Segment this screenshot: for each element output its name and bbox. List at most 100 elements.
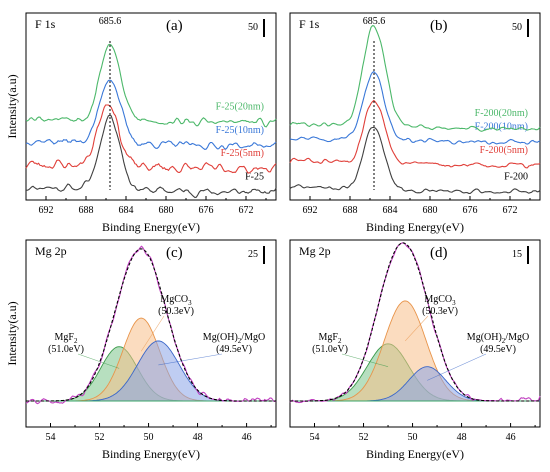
series-line-F-25(10nm) [25, 79, 277, 150]
x-tick-label: 48 [193, 432, 203, 443]
core-level-label: F 1s [299, 17, 320, 31]
component-label-sub: 2 [74, 337, 78, 345]
panel-label: (a) [166, 18, 183, 34]
panel-d: 54 52 50 48 46 Binding Energy(eV) Mg 2p (d) 15 Mg… [289, 239, 541, 461]
x-tick-label: 692 [39, 205, 54, 216]
x-axis-label: Binding Energy(eV) [102, 220, 200, 234]
component-label-main: Mg(OH) [203, 332, 238, 343]
panel-label: (b) [430, 18, 448, 34]
x-tick-label: 672 [239, 205, 254, 216]
x-tick-label: 50 [408, 432, 418, 443]
plot-frame [25, 239, 277, 428]
series-label: F-25(10nm) [216, 125, 264, 136]
plot-frame [25, 12, 277, 201]
component-value-label: (49.5eV) [216, 344, 252, 355]
x-axis-label: Binding Energy(eV) [102, 447, 200, 461]
component-value-label: (51.0eV) [312, 344, 348, 355]
series-line-F-200(20nm) [289, 25, 541, 132]
series-label: F-25 [245, 171, 264, 182]
component-label-sub: 2 [238, 337, 242, 345]
peak-position-label: 685.6 [99, 16, 122, 27]
x-tick-label: 680 [159, 205, 174, 216]
component-label-sub: 2 [338, 337, 342, 345]
series-label: F-25(20nm) [216, 102, 264, 113]
component-label-sub: 2 [502, 337, 506, 345]
scale-bar-label: 50 [248, 22, 258, 33]
component-leader-line [427, 353, 487, 381]
series-line-F-25(20nm) [25, 43, 277, 128]
component-label: MgF2 [55, 332, 78, 345]
core-level-label: Mg 2p [35, 244, 67, 258]
x-tick-label: 680 [423, 205, 438, 216]
component-label-main: Mg(OH) [467, 332, 502, 343]
component-label: Mg(OH)2/MgO [203, 332, 265, 345]
component-label-main: MgCO [424, 294, 452, 305]
series-line-F-200(5nm) [289, 99, 541, 169]
component-value-label: (51.0eV) [48, 344, 84, 355]
x-tick-label: 684 [119, 205, 134, 216]
x-tick-label: 676 [463, 205, 478, 216]
component-label: MgF2 [319, 332, 342, 345]
series-label: F-200(20nm) [475, 108, 528, 119]
x-axis-label: Binding Energy(eV) [366, 447, 464, 461]
x-tick-label: 54 [310, 432, 320, 443]
component-leader-line [341, 353, 389, 367]
panel-a: 692 688 684 680 676 672 Binding Energy(eV) Inte… [5, 12, 277, 234]
x-tick-label: 52 [95, 432, 105, 443]
component-label-sub: 3 [188, 299, 192, 307]
core-level-label: F 1s [35, 17, 56, 31]
x-tick-label: 50 [144, 432, 154, 443]
plot-frame [289, 12, 541, 201]
scale-bar-label: 15 [512, 249, 522, 260]
series-label: F-200(5nm) [480, 145, 528, 156]
series-label: F-25(5nm) [221, 148, 264, 159]
x-tick-label: 672 [503, 205, 518, 216]
series-line-F-200(10nm) [289, 70, 541, 145]
x-tick-label: 692 [303, 205, 318, 216]
component-value-label: (50.3eV) [422, 306, 458, 317]
series-line-F-200 [289, 126, 541, 194]
component-label-main: MgF [319, 332, 339, 343]
y-axis-label: Intensity(a.u) [5, 301, 19, 365]
series-line-F-25(5nm) [25, 104, 277, 174]
component-area-Mg(OH)2/MgO [290, 366, 540, 401]
panel-label: (d) [430, 245, 448, 261]
component-label: Mg(OH)2/MgO [467, 332, 529, 345]
component-label: MgCO3 [160, 294, 192, 307]
panel-label: (c) [166, 245, 183, 261]
peak-position-label: 685.6 [363, 16, 386, 27]
x-tick-label: 52 [359, 432, 369, 443]
component-value-label: (49.5eV) [480, 344, 516, 355]
component-label-tail: /MgO [505, 332, 529, 343]
component-label: MgCO3 [424, 294, 456, 307]
component-leader-line [77, 353, 120, 369]
component-area-MgCO3 [290, 300, 540, 401]
component-label-main: MgCO [160, 294, 188, 305]
envelope-fit-line [26, 248, 276, 402]
x-axis-label: Binding Energy(eV) [366, 220, 464, 234]
x-tick-label: 54 [46, 432, 56, 443]
x-tick-label: 688 [343, 205, 358, 216]
component-leader-line [140, 315, 165, 352]
scale-bar-label: 25 [248, 249, 258, 260]
x-tick-label: 46 [506, 432, 516, 443]
series-line-F-25 [25, 114, 277, 199]
component-label-tail: /MgO [241, 332, 265, 343]
x-tick-label: 684 [383, 205, 398, 216]
panel-b: 692 688 684 680 676 672 Binding Energy(eV) F 1s… [289, 12, 541, 234]
component-area-Mg(OH)2/MgO [26, 341, 276, 401]
x-tick-label: 688 [79, 205, 94, 216]
component-leader-line [404, 315, 429, 342]
envelope-fit-line [290, 242, 540, 402]
plot-frame [289, 239, 541, 428]
component-leader-line [158, 353, 223, 366]
x-tick-label: 46 [242, 432, 252, 443]
y-axis-label: Intensity(a.u) [5, 74, 19, 138]
core-level-label: Mg 2p [299, 244, 331, 258]
x-tick-label: 676 [199, 205, 214, 216]
scale-bar-label: 50 [512, 22, 522, 33]
series-label: F-200 [504, 171, 528, 182]
component-label-sub: 3 [452, 299, 456, 307]
x-tick-label: 48 [457, 432, 467, 443]
